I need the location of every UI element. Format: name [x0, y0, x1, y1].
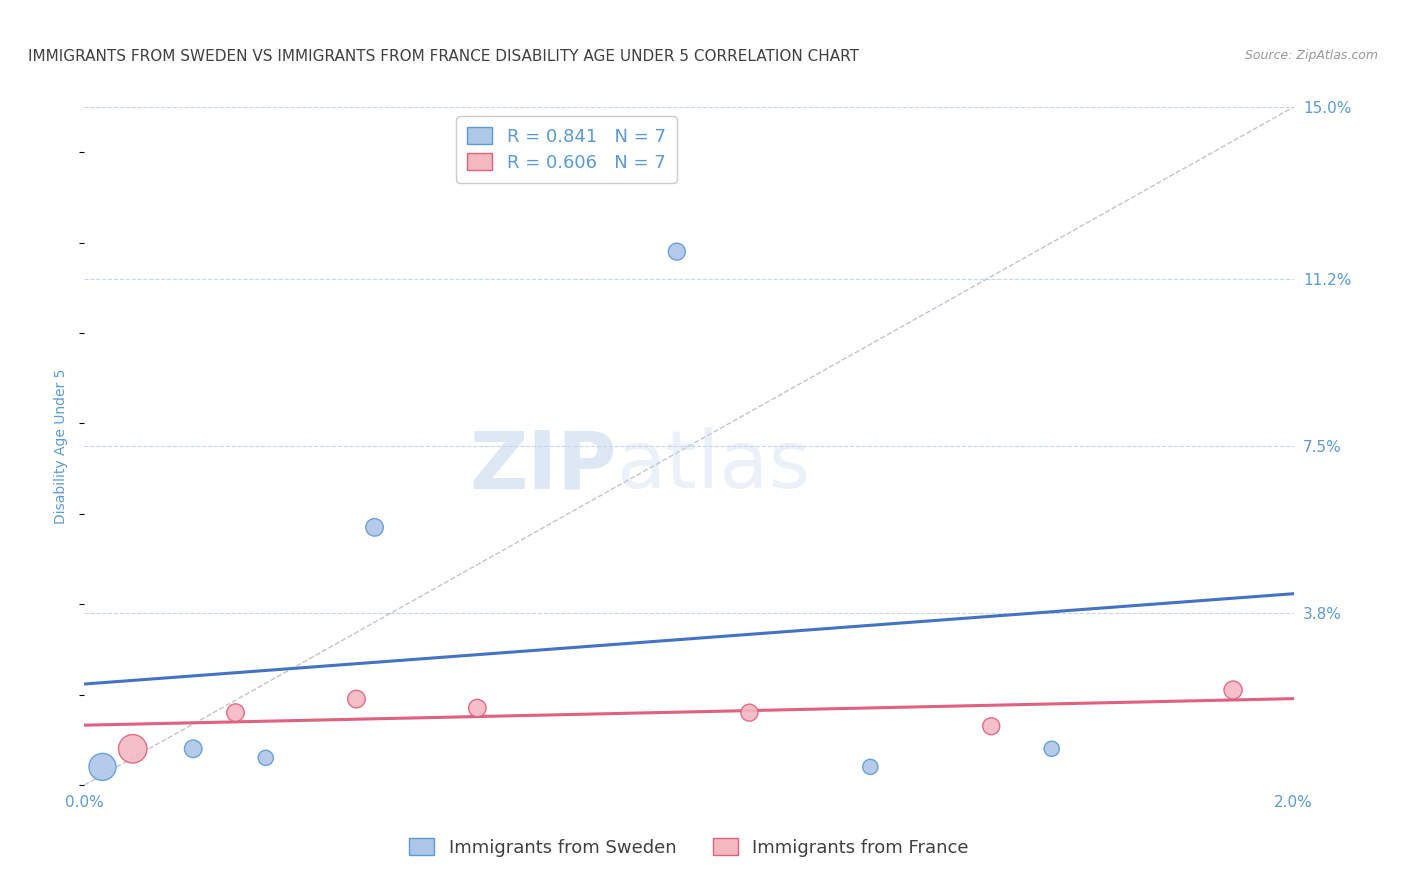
Point — [467, 701, 489, 715]
Point — [181, 741, 204, 756]
Point — [859, 760, 882, 774]
Point — [980, 719, 1002, 733]
Text: atlas: atlas — [616, 427, 811, 506]
Point — [254, 751, 277, 765]
Point — [363, 520, 385, 534]
Y-axis label: Disability Age Under 5: Disability Age Under 5 — [55, 368, 69, 524]
Text: IMMIGRANTS FROM SWEDEN VS IMMIGRANTS FROM FRANCE DISABILITY AGE UNDER 5 CORRELAT: IMMIGRANTS FROM SWEDEN VS IMMIGRANTS FRO… — [28, 49, 859, 64]
Point — [346, 692, 368, 706]
Text: Source: ZipAtlas.com: Source: ZipAtlas.com — [1244, 49, 1378, 62]
Point — [738, 706, 761, 720]
Point — [121, 741, 143, 756]
Point — [1222, 683, 1244, 698]
Legend: Immigrants from Sweden, Immigrants from France: Immigrants from Sweden, Immigrants from … — [402, 830, 976, 864]
Point — [1040, 741, 1063, 756]
Text: ZIP: ZIP — [470, 427, 616, 506]
Point — [225, 706, 247, 720]
Point — [91, 760, 114, 774]
Point — [665, 244, 688, 259]
